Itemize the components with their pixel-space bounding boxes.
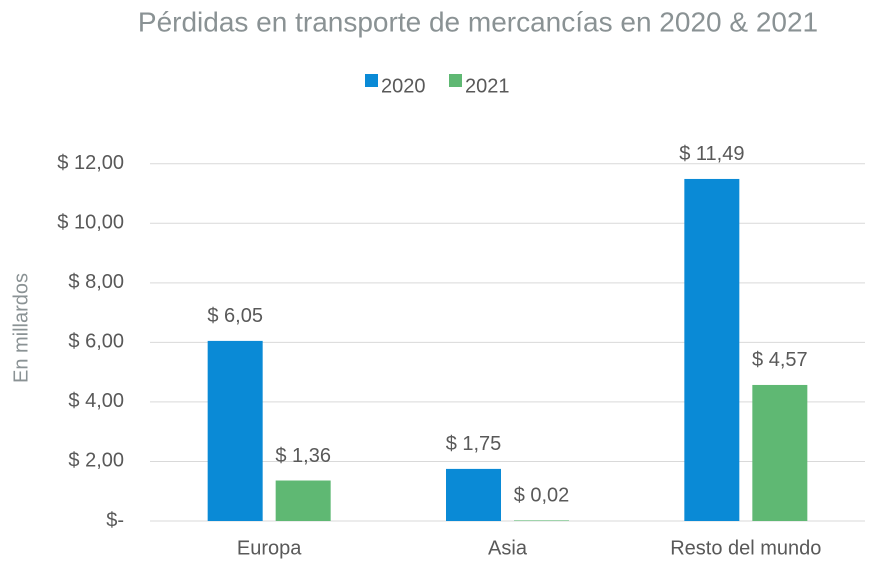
y-tick-label: $ 4,00 <box>68 390 124 412</box>
bar <box>446 468 501 521</box>
y-tick-label: $- <box>106 509 124 531</box>
y-tick-label: $ 8,00 <box>68 271 124 293</box>
y-tick-label: $ 6,00 <box>68 331 124 353</box>
x-tick-label: Resto del mundo <box>670 537 821 559</box>
data-label: $ 6,05 <box>207 305 263 327</box>
data-label: $ 0,02 <box>514 485 570 507</box>
x-tick-label: Europa <box>237 537 302 559</box>
data-label: $ 1,36 <box>275 445 331 467</box>
data-label: $ 1,75 <box>446 433 502 455</box>
y-tick-label: $ 2,00 <box>68 450 124 472</box>
legend-label: 2021 <box>465 75 510 97</box>
y-tick-label: $ 12,00 <box>57 152 124 174</box>
legend-swatch <box>449 74 462 87</box>
x-tick-label: Asia <box>488 537 528 559</box>
data-label: $ 4,57 <box>752 349 808 371</box>
y-tick-label: $ 10,00 <box>57 212 124 234</box>
legend-label: 2020 <box>381 75 426 97</box>
bar <box>684 178 740 521</box>
bar <box>514 520 569 521</box>
y-axis-label: En millardos <box>10 273 32 383</box>
legend-swatch <box>365 74 378 87</box>
bar <box>207 340 263 521</box>
data-label: $ 11,49 <box>679 143 744 165</box>
chart-title: Pérdidas en transporte de mercancías en … <box>138 6 818 37</box>
bar <box>275 480 331 521</box>
bar <box>752 384 808 521</box>
